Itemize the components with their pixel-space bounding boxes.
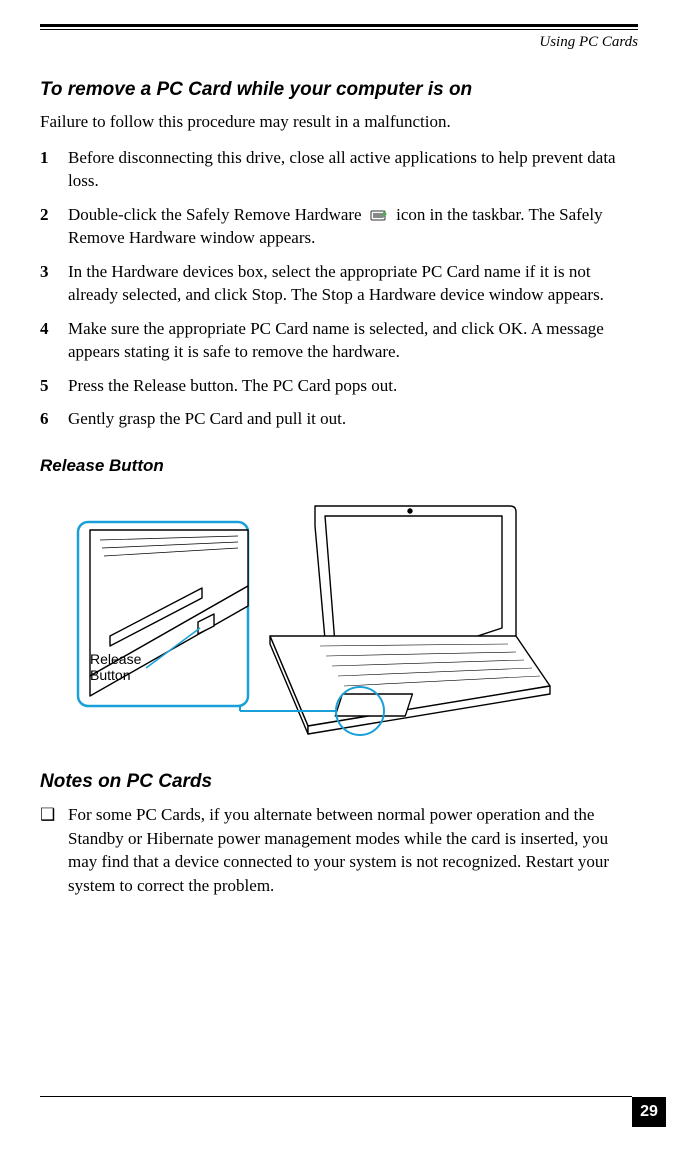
- step-text: Gently grasp the PC Card and pull it out…: [68, 407, 638, 430]
- step-item: Make sure the appropriate PC Card name i…: [40, 317, 638, 364]
- note-text: For some PC Cards, if you alternate betw…: [68, 803, 638, 897]
- figure-label-line1: Release: [90, 651, 142, 667]
- section-title: To remove a PC Card while your computer …: [40, 79, 638, 101]
- step-text: Double-click the Safely Remove Hardware …: [68, 203, 638, 250]
- note-item: ❑ For some PC Cards, if you alternate be…: [40, 803, 638, 897]
- page-number: 29: [632, 1097, 666, 1127]
- notes-title: Notes on PC Cards: [40, 771, 638, 793]
- step-text-pre: Double-click the Safely Remove Hardware: [68, 205, 366, 224]
- notes-list: ❑ For some PC Cards, if you alternate be…: [40, 803, 638, 897]
- bullet-icon: ❑: [40, 803, 68, 897]
- top-rule: [40, 24, 638, 30]
- step-text: In the Hardware devices box, select the …: [68, 260, 638, 307]
- step-item: Press the Release button. The PC Card po…: [40, 374, 638, 397]
- step-item: Before disconnecting this drive, close a…: [40, 146, 638, 193]
- figure-caption: Release Button: [40, 456, 638, 476]
- safely-remove-hardware-icon: [370, 205, 388, 219]
- steps-list: Before disconnecting this drive, close a…: [40, 146, 638, 431]
- step-text: Before disconnecting this drive, close a…: [68, 146, 638, 193]
- bottom-rule: [40, 1096, 632, 1097]
- intro-paragraph: Failure to follow this procedure may res…: [40, 111, 638, 134]
- step-item: Double-click the Safely Remove Hardware …: [40, 203, 638, 250]
- step-text: Press the Release button. The PC Card po…: [68, 374, 638, 397]
- figure-label-line2: Button: [90, 667, 130, 683]
- release-button-figure: Release Button: [70, 486, 638, 741]
- step-item: In the Hardware devices box, select the …: [40, 260, 638, 307]
- step-text: Make sure the appropriate PC Card name i…: [68, 317, 638, 364]
- step-item: Gently grasp the PC Card and pull it out…: [40, 407, 638, 430]
- running-header: Using PC Cards: [40, 34, 638, 51]
